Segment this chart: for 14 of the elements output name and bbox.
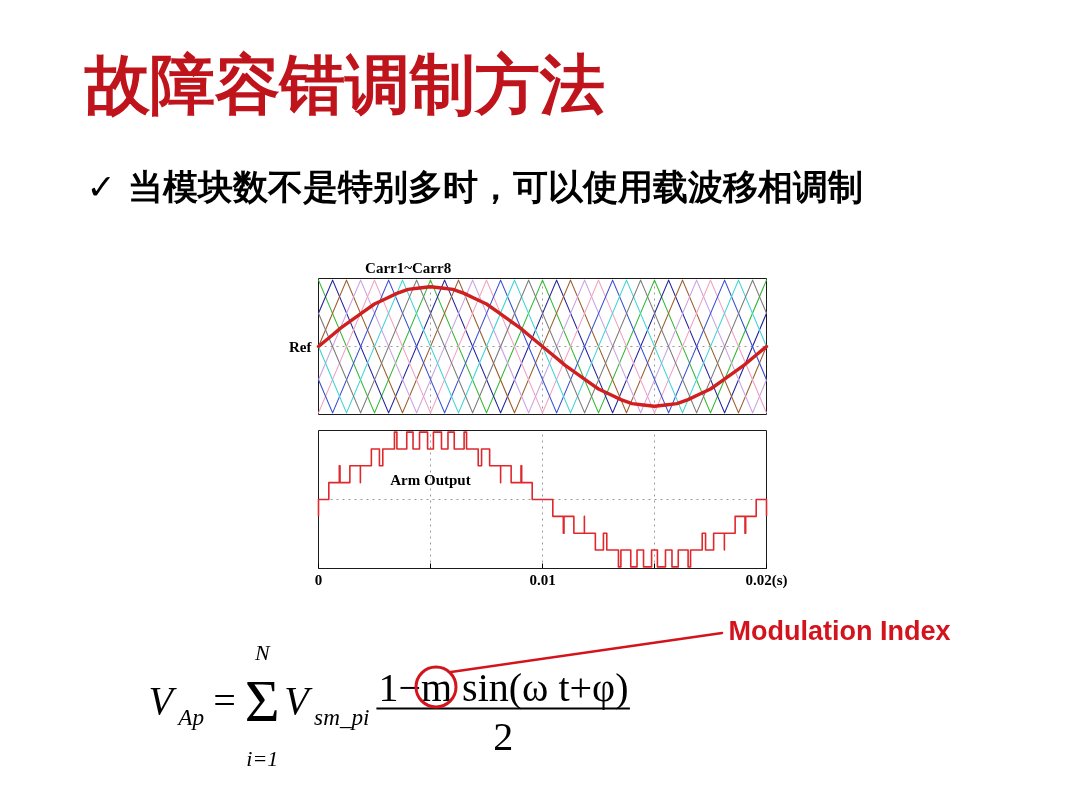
text: = xyxy=(210,678,238,723)
text: 2 xyxy=(493,713,514,759)
series-label: Arm Output xyxy=(390,472,471,489)
chart-title: 故障容错调制方法 xyxy=(83,47,605,122)
text: Σ xyxy=(244,667,280,734)
annotation: Carr1~Carr8 xyxy=(365,259,452,276)
text: N xyxy=(253,640,271,665)
series-label: Ref xyxy=(289,338,313,355)
x-tick-label: 0.01 xyxy=(529,571,556,588)
text: Modulation Index xyxy=(728,615,951,646)
x-tick-label: 0.02(s) xyxy=(745,571,788,589)
chart-subtitle: ✓ 当模块数不是特别多时，可以使用载波移相调制 xyxy=(86,166,864,207)
x-tick-label: 0 xyxy=(314,571,323,588)
text: i=1 xyxy=(246,746,279,771)
